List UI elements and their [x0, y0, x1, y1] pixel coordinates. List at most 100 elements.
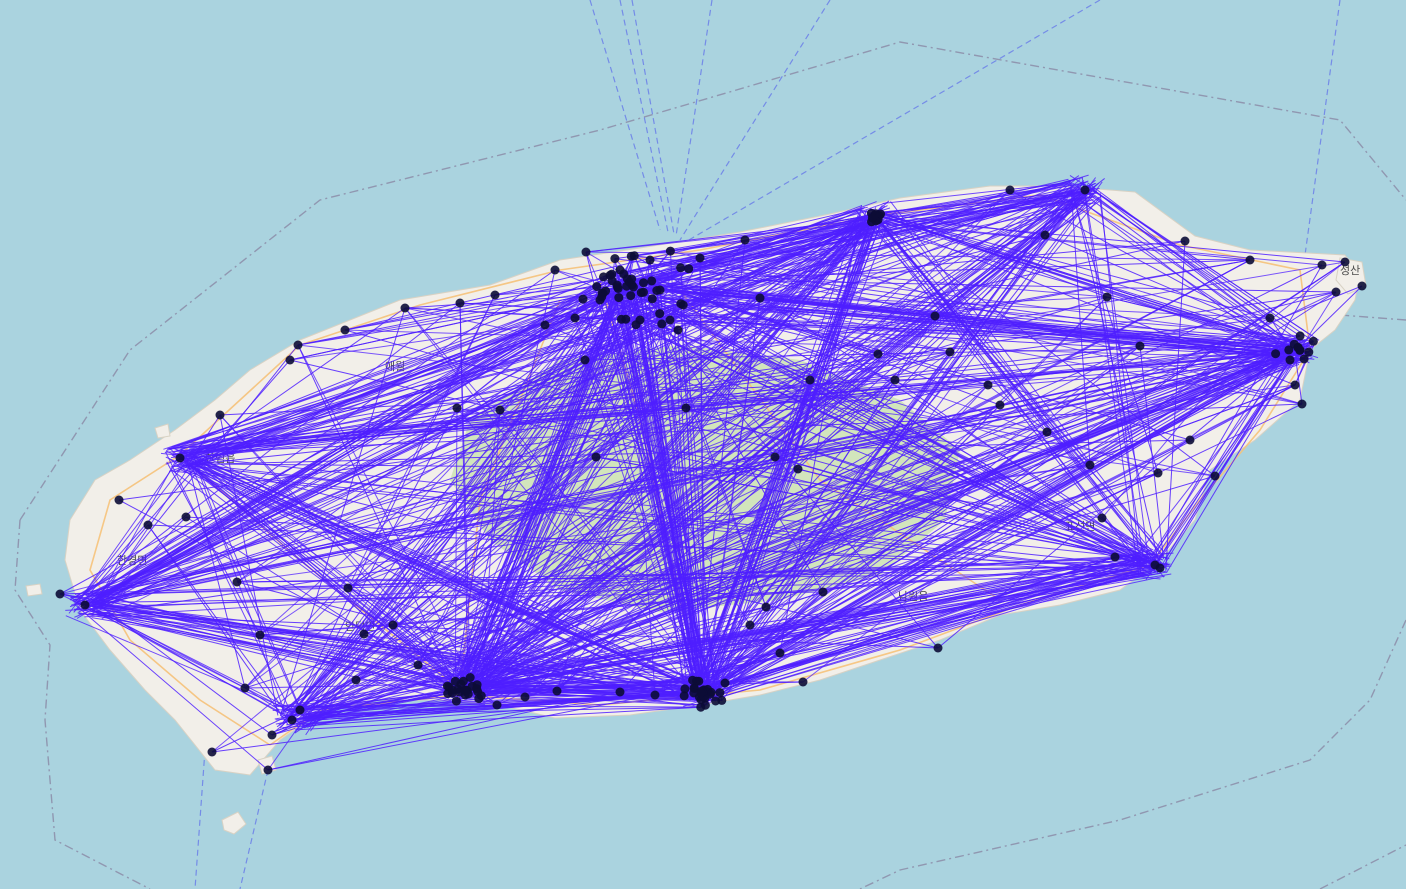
- network-node[interactable]: [460, 685, 470, 695]
- network-node[interactable]: [552, 686, 562, 696]
- network-node[interactable]: [1299, 354, 1309, 364]
- network-node[interactable]: [689, 688, 699, 698]
- network-node[interactable]: [945, 347, 955, 357]
- network-node[interactable]: [215, 410, 225, 420]
- network-node[interactable]: [645, 255, 655, 265]
- network-node[interactable]: [619, 269, 629, 279]
- network-node[interactable]: [450, 676, 460, 686]
- network-node[interactable]: [451, 696, 461, 706]
- network-node[interactable]: [647, 276, 657, 286]
- network-node[interactable]: [492, 700, 502, 710]
- network-node[interactable]: [295, 705, 305, 715]
- network-node[interactable]: [1153, 468, 1163, 478]
- network-node[interactable]: [711, 696, 721, 706]
- network-node[interactable]: [1295, 345, 1305, 355]
- network-node[interactable]: [628, 282, 638, 292]
- network-node[interactable]: [55, 589, 65, 599]
- network-node[interactable]: [607, 269, 617, 279]
- network-nodes[interactable]: [55, 185, 1367, 775]
- network-node[interactable]: [1304, 347, 1314, 357]
- network-node[interactable]: [351, 675, 361, 685]
- network-node[interactable]: [1135, 341, 1145, 351]
- network-node[interactable]: [601, 286, 611, 296]
- network-node[interactable]: [647, 294, 657, 304]
- network-node[interactable]: [1245, 255, 1255, 265]
- network-node[interactable]: [805, 375, 815, 385]
- network-node[interactable]: [995, 400, 1005, 410]
- network-node[interactable]: [591, 452, 601, 462]
- network-node[interactable]: [688, 675, 698, 685]
- network-node[interactable]: [933, 643, 943, 653]
- network-node[interactable]: [1085, 460, 1095, 470]
- network-node[interactable]: [1357, 281, 1367, 291]
- network-node[interactable]: [1284, 345, 1294, 355]
- network-node[interactable]: [1080, 185, 1090, 195]
- network-node[interactable]: [540, 320, 550, 330]
- network-node[interactable]: [681, 403, 691, 413]
- network-node[interactable]: [793, 464, 803, 474]
- network-node[interactable]: [612, 282, 622, 292]
- network-node[interactable]: [652, 286, 662, 295]
- network-node[interactable]: [455, 298, 465, 308]
- network-node[interactable]: [400, 303, 410, 313]
- network-node[interactable]: [867, 213, 877, 223]
- network-node[interactable]: [636, 288, 646, 298]
- network-node[interactable]: [1097, 513, 1107, 523]
- network-node[interactable]: [626, 291, 636, 301]
- network-node[interactable]: [255, 630, 265, 640]
- network-node[interactable]: [627, 274, 637, 284]
- network-node[interactable]: [285, 355, 295, 365]
- network-node[interactable]: [578, 294, 588, 304]
- network-node[interactable]: [1265, 313, 1275, 323]
- network-node[interactable]: [520, 692, 530, 702]
- network-node[interactable]: [293, 340, 303, 350]
- network-node[interactable]: [639, 278, 648, 288]
- network-node[interactable]: [1290, 380, 1300, 390]
- network-node[interactable]: [983, 380, 993, 390]
- network-node[interactable]: [678, 300, 688, 310]
- network-node[interactable]: [143, 520, 153, 530]
- network-node[interactable]: [287, 715, 297, 725]
- network-node[interactable]: [1210, 471, 1220, 481]
- network-node[interactable]: [720, 678, 730, 688]
- network-node[interactable]: [680, 684, 690, 694]
- network-node[interactable]: [1155, 563, 1165, 573]
- network-node[interactable]: [114, 495, 124, 505]
- network-node[interactable]: [1317, 260, 1327, 270]
- network-node[interactable]: [474, 694, 484, 704]
- network-node[interactable]: [465, 673, 475, 682]
- network-node[interactable]: [740, 235, 750, 245]
- network-node[interactable]: [665, 246, 675, 256]
- network-node[interactable]: [340, 325, 350, 335]
- network-node[interactable]: [1110, 552, 1120, 562]
- network-node[interactable]: [695, 253, 705, 263]
- network-node[interactable]: [798, 677, 808, 687]
- network-node[interactable]: [607, 276, 617, 286]
- network-node[interactable]: [267, 730, 277, 740]
- network-node[interactable]: [1340, 257, 1350, 267]
- network-node[interactable]: [930, 311, 940, 321]
- network-node[interactable]: [696, 688, 706, 698]
- network-node[interactable]: [592, 282, 602, 291]
- network-node[interactable]: [610, 254, 620, 264]
- network-node[interactable]: [413, 660, 423, 670]
- network-node[interactable]: [615, 687, 625, 697]
- network-node[interactable]: [1040, 230, 1050, 240]
- network-node[interactable]: [614, 293, 624, 303]
- network-node[interactable]: [775, 648, 785, 658]
- network-node[interactable]: [626, 251, 636, 261]
- network-node[interactable]: [232, 577, 242, 587]
- network-node[interactable]: [1271, 349, 1281, 359]
- network-node[interactable]: [684, 264, 694, 274]
- network-node[interactable]: [490, 290, 500, 300]
- network-node[interactable]: [665, 315, 675, 325]
- network-node[interactable]: [1285, 355, 1295, 365]
- network-node[interactable]: [673, 325, 683, 335]
- network-node[interactable]: [655, 309, 665, 319]
- network-node[interactable]: [715, 688, 725, 698]
- network-node[interactable]: [263, 765, 273, 775]
- network-node[interactable]: [622, 281, 632, 291]
- network-node[interactable]: [581, 247, 591, 257]
- network-node[interactable]: [442, 681, 452, 691]
